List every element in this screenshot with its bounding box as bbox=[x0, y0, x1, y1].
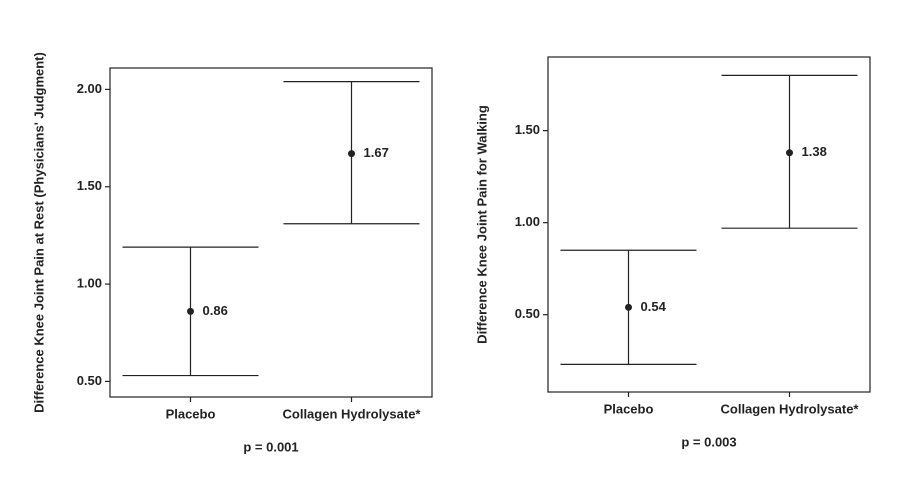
data-label: 1.38 bbox=[802, 144, 827, 159]
x-tick-label: Collagen Hydrolysate* bbox=[721, 401, 860, 416]
y-axis-label: Difference Knee Joint Pain for Walking bbox=[474, 105, 489, 344]
p-value: p = 0.003 bbox=[681, 434, 736, 449]
data-label: 0.54 bbox=[641, 299, 667, 314]
x-tick-label: Placebo bbox=[604, 401, 654, 416]
y-tick-label: 0.50 bbox=[77, 373, 102, 388]
y-tick-label: 1.50 bbox=[515, 122, 540, 137]
y-axis-label: Difference Knee Joint Pain at Rest (Phys… bbox=[31, 52, 46, 413]
y-tick-label: 1.50 bbox=[77, 178, 102, 193]
mean-point bbox=[786, 149, 793, 157]
data-label: 0.86 bbox=[203, 303, 228, 318]
y-tick-label: 2.00 bbox=[77, 81, 102, 96]
y-tick-label: 0.50 bbox=[515, 306, 540, 321]
y-tick-label: 1.00 bbox=[515, 214, 540, 229]
data-label: 1.67 bbox=[364, 145, 389, 160]
y-tick-label: 1.00 bbox=[77, 276, 102, 291]
x-tick-label: Collagen Hydrolysate* bbox=[283, 406, 422, 421]
mean-point bbox=[625, 303, 632, 311]
p-value: p = 0.001 bbox=[243, 439, 298, 454]
mean-point bbox=[348, 150, 355, 158]
mean-point bbox=[187, 307, 194, 315]
plot-frame bbox=[547, 56, 871, 393]
plot-frame bbox=[109, 67, 433, 398]
x-tick-label: Placebo bbox=[166, 406, 216, 421]
